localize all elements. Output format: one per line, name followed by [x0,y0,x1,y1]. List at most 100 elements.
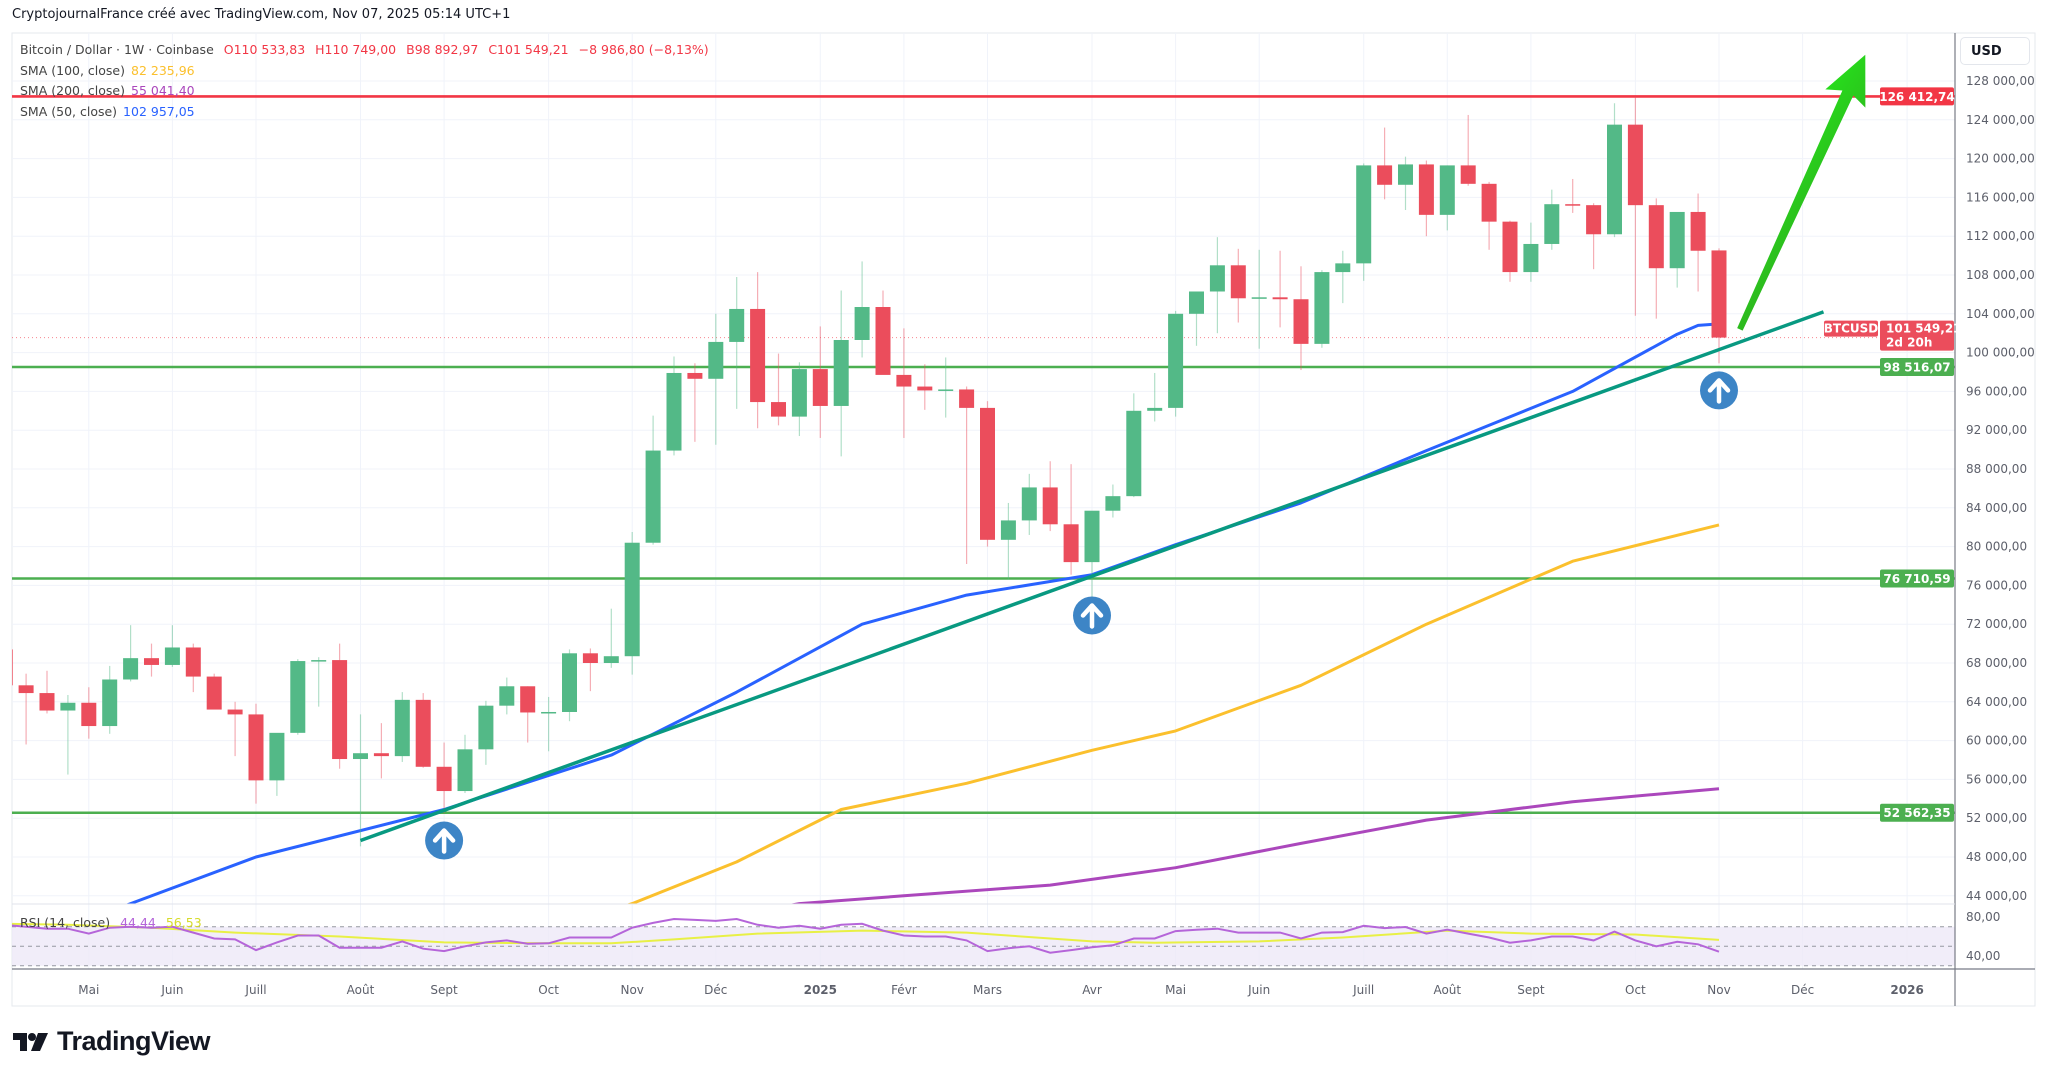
tradingview-logo-icon [13,1032,48,1051]
price-tick-label: 96 000,00 [1966,384,2027,398]
time-tick-label: Sept [430,983,458,997]
tradingview-logo[interactable]: TradingView [13,1026,211,1057]
price-tick-label: 60 000,00 [1966,734,2027,748]
candle-body [1377,165,1393,185]
marker-arrow [1707,378,1731,404]
candle-body [1398,164,1413,185]
ohlc-high: H110 749,00 [315,42,397,57]
price-tick-label: 112 000,00 [1966,229,2035,243]
candle-body [311,660,327,662]
candle-body [896,374,912,387]
legend-row-sma200[interactable]: SMA (200, close) 55 041,40 [20,81,709,102]
candle-body [1481,183,1497,222]
ohlc-low: B98 892,97 [406,42,479,57]
chart-attribution: CryptojournalFrance créé avec TradingVie… [12,7,511,22]
candle-body [1502,221,1518,273]
candle-body [60,702,76,711]
arrow-up-circle-icon [425,821,464,860]
price-level-tag-label: 98 516,07 [1883,360,1950,374]
candle-body [499,686,515,706]
sma100-label: SMA (100, close) [20,62,125,78]
symbol-label[interactable]: Bitcoin / Dollar · 1W · Coinbase [20,42,214,57]
time-tick-label: 2025 [804,983,837,997]
candle-body [123,658,139,680]
candle-body [102,679,118,727]
legend-row-sma50[interactable]: SMA (50, close) 102 957,05 [20,102,709,123]
time-tick-label: Nov [1707,983,1730,997]
candle-body [854,307,870,340]
candle-body [771,402,786,417]
arrow-up-circle-icon [1700,371,1738,410]
candle-body [1168,313,1184,408]
candle-body [18,685,34,694]
rsi-tick-label: 40,00 [1966,949,2000,963]
price-tick-label: 92 000,00 [1966,423,2027,437]
candle-body [603,656,619,663]
candle-body [164,647,180,665]
current-price-tag [1880,320,1954,351]
price-tick-label: 124 000,00 [1966,113,2035,127]
candle-body [938,389,954,391]
candle-body [708,341,724,379]
candle-body [12,649,13,686]
current-price-label: 101 549,21 [1886,322,1962,336]
ohlc-close: C101 549,21 [488,42,569,57]
candle-body [1627,124,1643,206]
rsi-pane [12,917,1955,967]
candle-body [1000,520,1016,540]
rsi-legend: RSI (14, close) 44,44 56,53 [20,915,202,930]
candle-body [1690,211,1706,251]
time-tick-label: Mai [1165,983,1186,997]
sma-line-sma100 [626,523,1720,904]
legend-row-sma100[interactable]: SMA (100, close) 82 235,96 [20,61,709,82]
candle-body [1460,165,1476,184]
candle-body [1063,524,1079,563]
price-tick-label: 76 000,00 [1966,578,2027,592]
sma200-label: SMA (200, close) [20,83,125,98]
time-tick-label: Mars [973,983,1002,997]
candle-body [1189,291,1204,314]
candle-body [353,753,368,760]
symbol-tag-label: BTCUSD [1824,322,1879,336]
time-tick-label: Août [347,983,375,997]
candle-body [1021,487,1037,521]
candle-body [227,709,243,715]
candle-body [39,693,55,711]
candle-body [185,647,201,677]
price-tick-label: 88 000,00 [1966,462,2027,476]
candle-body [750,308,766,403]
time-tick-label: Juill [244,983,266,997]
candle-body [269,732,285,781]
candle-body [1544,204,1560,244]
logo-text: TradingView [57,1026,211,1056]
candle-body [1251,297,1267,299]
candle-body [582,653,598,663]
sma200-value: 55 041,40 [131,83,195,98]
candle-body [1126,410,1142,497]
price-tick-label: 72 000,00 [1966,617,2027,631]
sma50-value: 102 957,05 [123,103,195,119]
price-level-tag-label: 52 562,35 [1883,806,1950,820]
rsi-ma-line [12,922,1720,945]
candle-body [917,386,933,391]
candle-body [1607,124,1622,235]
time-tick-label: Août [1433,983,1461,997]
candle-body [1314,272,1330,344]
axes: 128 000,00 124 000,00 120 000,00 116 000,00… [78,74,2034,997]
price-tick-label: 116 000,00 [1966,190,2035,204]
candle-body [541,711,557,714]
marker-arrow [432,828,456,854]
price-tick-label: 48 000,00 [1966,850,2027,864]
price-tick-label: 128 000,00 [1966,74,2035,88]
candle-body [415,699,431,767]
currency-selector[interactable]: USD [1960,37,2030,65]
candle-body [1356,165,1372,264]
candle-body [520,686,536,713]
legend-row-symbol: Bitcoin / Dollar · 1W · Coinbase O110 53… [20,40,709,61]
candle-body [1669,211,1685,269]
candle-body [666,372,682,451]
candle-body [729,308,745,342]
ohlc-open: O110 533,83 [223,42,306,57]
rsi-value: 44,44 [120,915,156,930]
